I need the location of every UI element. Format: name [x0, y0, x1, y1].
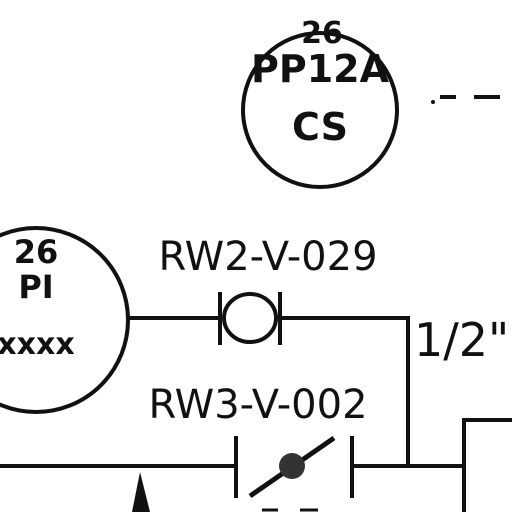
instrument-tag-function: PI	[18, 268, 53, 306]
instrument-bubble-pp12a: 26 PP12A CS	[241, 16, 399, 189]
instrument-tag-number: 26	[14, 233, 59, 271]
valve-disc	[279, 453, 305, 479]
instrument-tag-function: PP12A	[251, 47, 390, 91]
valve-rw2-v-029: RW2-V-029	[158, 234, 378, 345]
valve-tag: RW2-V-029	[158, 234, 377, 280]
valve-body	[222, 292, 278, 344]
line-size-label: 1/2"	[414, 313, 509, 367]
signal-line-dashed	[431, 95, 500, 104]
impulse-line	[128, 316, 410, 466]
valve-tag: RW3-V-002	[148, 382, 367, 428]
valve-rw3-v-002: RW3-V-002	[0, 382, 466, 499]
instrument-location: CS	[292, 105, 348, 149]
instrument-tag-number: 26	[301, 16, 343, 51]
flow-arrow-icon	[132, 472, 150, 512]
equipment-box	[462, 418, 512, 512]
instrument-bubble-pi: 26 PI xxxx	[0, 226, 130, 414]
signal-dot	[431, 100, 435, 104]
instrument-circle	[241, 31, 399, 189]
instrument-location: xxxx	[0, 327, 75, 362]
